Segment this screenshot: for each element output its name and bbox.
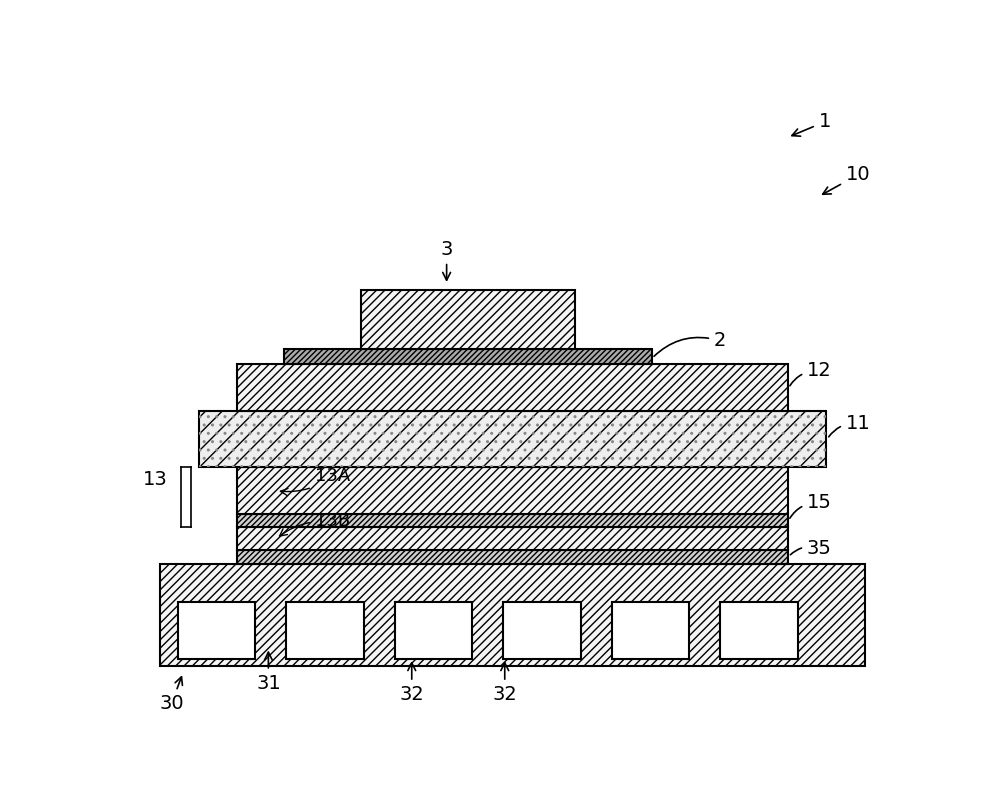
Bar bbox=[178, 602, 255, 659]
Text: 30: 30 bbox=[159, 677, 184, 713]
Bar bbox=[199, 411, 826, 467]
Text: 1: 1 bbox=[792, 112, 831, 137]
Bar bbox=[237, 528, 788, 550]
Text: 31: 31 bbox=[256, 652, 281, 692]
Bar bbox=[361, 290, 574, 349]
Text: 32: 32 bbox=[492, 663, 517, 704]
Text: 13B: 13B bbox=[280, 512, 350, 536]
Text: 3: 3 bbox=[440, 240, 453, 280]
Text: 11: 11 bbox=[829, 414, 870, 437]
Text: 2: 2 bbox=[654, 331, 726, 356]
Text: 35: 35 bbox=[790, 538, 832, 558]
Text: 15: 15 bbox=[790, 493, 832, 518]
Bar bbox=[612, 602, 689, 659]
Bar bbox=[286, 602, 364, 659]
Bar bbox=[160, 564, 865, 667]
Bar bbox=[395, 602, 472, 659]
Text: 13: 13 bbox=[143, 470, 168, 489]
Bar bbox=[503, 602, 581, 659]
Text: 32: 32 bbox=[399, 663, 424, 704]
Text: 10: 10 bbox=[823, 165, 870, 194]
Text: 13A: 13A bbox=[280, 468, 350, 495]
Bar bbox=[237, 514, 788, 528]
Bar bbox=[284, 349, 652, 364]
Bar bbox=[199, 411, 826, 467]
Text: 12: 12 bbox=[790, 361, 832, 385]
Bar bbox=[237, 364, 788, 411]
Bar bbox=[237, 550, 788, 564]
Bar bbox=[720, 602, 798, 659]
Bar bbox=[237, 467, 788, 514]
